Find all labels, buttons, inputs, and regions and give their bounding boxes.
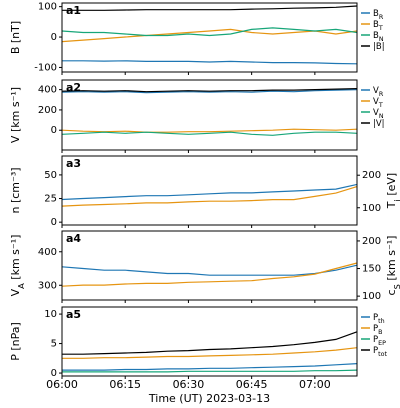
y-tick-label: 300 bbox=[38, 280, 57, 291]
y2-tick-label: 150 bbox=[362, 264, 381, 275]
x-axis-label: Time (UT) 2023-03-13 bbox=[148, 392, 270, 405]
panel-label: a2 bbox=[66, 81, 81, 94]
y-axis-label: n [cm⁻³] bbox=[9, 167, 22, 213]
legend-label: BN bbox=[373, 31, 384, 44]
y-tick-label: 400 bbox=[38, 247, 57, 258]
series-line bbox=[62, 369, 358, 373]
series-line bbox=[62, 5, 358, 11]
series-line bbox=[61, 89, 358, 94]
y-tick-label: 50 bbox=[44, 170, 57, 181]
series-line bbox=[61, 27, 358, 37]
y-tick-label: 400 bbox=[38, 85, 57, 96]
legend-label: PB bbox=[373, 324, 383, 337]
legend-label: PEP bbox=[373, 335, 386, 348]
y2-axis-label: cS [km s⁻¹] bbox=[385, 236, 400, 296]
y-axis-label: VA [km s⁻¹] bbox=[9, 235, 26, 297]
series-line bbox=[61, 88, 358, 93]
series-line bbox=[61, 186, 358, 207]
y2-tick-label: 200 bbox=[362, 236, 381, 247]
y-tick-label: -100 bbox=[34, 62, 57, 73]
plot-frame bbox=[61, 306, 358, 377]
x-tick-label: 06:45 bbox=[236, 378, 268, 391]
legend-label: Pth bbox=[373, 313, 385, 326]
series-line bbox=[62, 363, 358, 371]
y-tick-label: 10 bbox=[44, 309, 57, 320]
series-line bbox=[61, 262, 358, 287]
x-tick-label: 06:15 bbox=[109, 378, 141, 391]
y-tick-label: 200 bbox=[38, 105, 57, 116]
series-line bbox=[61, 28, 358, 43]
x-tick-label: 06:00 bbox=[46, 378, 78, 391]
plot-frame bbox=[61, 2, 358, 73]
legend-label: |V| bbox=[373, 119, 385, 129]
plot-frame bbox=[61, 230, 358, 301]
y2-tick-label: 200 bbox=[362, 170, 381, 181]
y-tick-label: 0 bbox=[51, 368, 57, 379]
series-line bbox=[61, 264, 358, 276]
series-line bbox=[62, 331, 358, 355]
legend-label: BR bbox=[373, 9, 384, 22]
y-axis-label: V [km s⁻¹] bbox=[9, 87, 22, 143]
legend-label: VN bbox=[373, 108, 384, 121]
panel-label: a3 bbox=[66, 157, 81, 170]
y-tick-label: 0 bbox=[51, 125, 57, 136]
plot-frame bbox=[61, 155, 358, 226]
series-line bbox=[61, 128, 358, 133]
y-axis-label: P [nPa] bbox=[9, 322, 22, 361]
y-axis-label: B [nT] bbox=[9, 21, 22, 54]
plot-frame bbox=[61, 79, 358, 151]
y2-axis-label: Ti [eV] bbox=[385, 173, 400, 209]
series-line bbox=[62, 347, 358, 359]
y-tick-label: 100 bbox=[38, 2, 57, 13]
y2-tick-label: 100 bbox=[362, 203, 381, 214]
y-tick-label: 25 bbox=[44, 194, 57, 205]
y-tick-label: 0 bbox=[51, 32, 57, 43]
y-tick-label: 5 bbox=[51, 339, 57, 350]
panel-label: a4 bbox=[66, 232, 81, 245]
panel-label: a5 bbox=[66, 308, 81, 321]
series-line bbox=[61, 131, 358, 136]
legend-label: BT bbox=[373, 20, 383, 33]
panel-label: a1 bbox=[66, 4, 81, 17]
series-line bbox=[62, 60, 358, 65]
series-line bbox=[61, 183, 358, 201]
legend-label: |B| bbox=[373, 42, 385, 52]
legend-label: Ptot bbox=[373, 346, 388, 359]
y-tick-label: 0 bbox=[51, 217, 57, 228]
y2-tick-label: 100 bbox=[362, 291, 381, 302]
x-tick-label: 07:00 bbox=[299, 378, 331, 391]
x-tick-label: 06:30 bbox=[173, 378, 205, 391]
legend-label: VR bbox=[373, 86, 384, 99]
legend-label: VT bbox=[373, 97, 383, 110]
